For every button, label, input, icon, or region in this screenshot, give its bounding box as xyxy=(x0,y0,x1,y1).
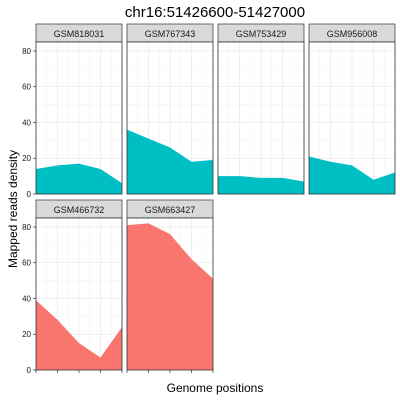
area-gsm466732 xyxy=(36,300,122,370)
facet-strip-label: GSM663427 xyxy=(145,205,196,215)
area-gsm956008 xyxy=(309,156,395,194)
facet-panels: GSM818031 0 20 40 60 80 GSM767343 GSM753429 GSM9… xyxy=(22,23,396,375)
facet-strip-label: GSM753429 xyxy=(236,29,287,39)
panel-border xyxy=(217,41,305,195)
y-tick-label: 20 xyxy=(22,330,31,339)
data-point-gsm466732 xyxy=(56,318,59,321)
facet-gsm753429: GSM753429 xyxy=(217,23,305,195)
data-point-gsm753429 xyxy=(260,176,263,179)
facet-strip-label: GSM818031 xyxy=(54,29,105,39)
y-tick-label: 20 xyxy=(22,154,31,163)
data-point-gsm466732 xyxy=(99,356,102,359)
y-tick-label: 80 xyxy=(22,47,31,56)
data-point-gsm466732 xyxy=(78,342,81,345)
data-point-gsm956008 xyxy=(329,160,332,163)
y-tick-label: 0 xyxy=(27,190,32,199)
y-tick-label: 60 xyxy=(22,83,31,92)
data-point-gsm956008 xyxy=(372,178,375,181)
facet-gsm818031: GSM818031 0 20 40 60 80 xyxy=(22,23,123,199)
panel-border xyxy=(126,41,214,195)
y-tick-label: 0 xyxy=(27,366,32,375)
data-point-gsm818031 xyxy=(78,162,81,165)
chart-title: chr16:51426600-51427000 xyxy=(125,4,305,21)
data-point-gsm818031 xyxy=(56,164,59,167)
y-tick-label: 40 xyxy=(22,118,31,127)
facet-gsm663427: GSM663427 xyxy=(126,199,214,373)
data-point-gsm767343 xyxy=(169,146,172,149)
facet-gsm767343: GSM767343 xyxy=(126,23,214,195)
area-gsm767343 xyxy=(127,129,213,194)
facet-strip-label: GSM956008 xyxy=(327,29,378,39)
y-tick-label: 40 xyxy=(22,294,31,303)
data-point-gsm663427 xyxy=(169,233,172,236)
data-point-gsm956008 xyxy=(351,164,354,167)
data-point-gsm753429 xyxy=(238,175,241,178)
data-point-gsm753429 xyxy=(281,176,284,179)
data-point-gsm818031 xyxy=(99,167,102,170)
facet-gsm956008: GSM956008 xyxy=(308,23,396,195)
data-point-gsm663427 xyxy=(147,222,150,225)
y-axis-label: Mapped reads density xyxy=(6,150,20,268)
panel-border xyxy=(308,41,396,195)
facet-gsm466732: GSM466732 0 20 40 60 80 xyxy=(22,199,123,375)
facet-strip-label: GSM466732 xyxy=(54,205,105,215)
data-point-gsm663427 xyxy=(190,258,193,261)
y-tick-label: 60 xyxy=(22,259,31,268)
area-gsm753429 xyxy=(218,176,304,194)
panel-border xyxy=(35,41,123,195)
y-tick-label: 80 xyxy=(22,223,31,232)
facet-strip-label: GSM767343 xyxy=(145,29,196,39)
area-gsm818031 xyxy=(36,163,122,194)
data-point-gsm767343 xyxy=(190,160,193,163)
area-gsm663427 xyxy=(127,223,213,370)
x-axis-label: Genome positions xyxy=(167,381,264,395)
data-point-gsm767343 xyxy=(147,137,150,140)
